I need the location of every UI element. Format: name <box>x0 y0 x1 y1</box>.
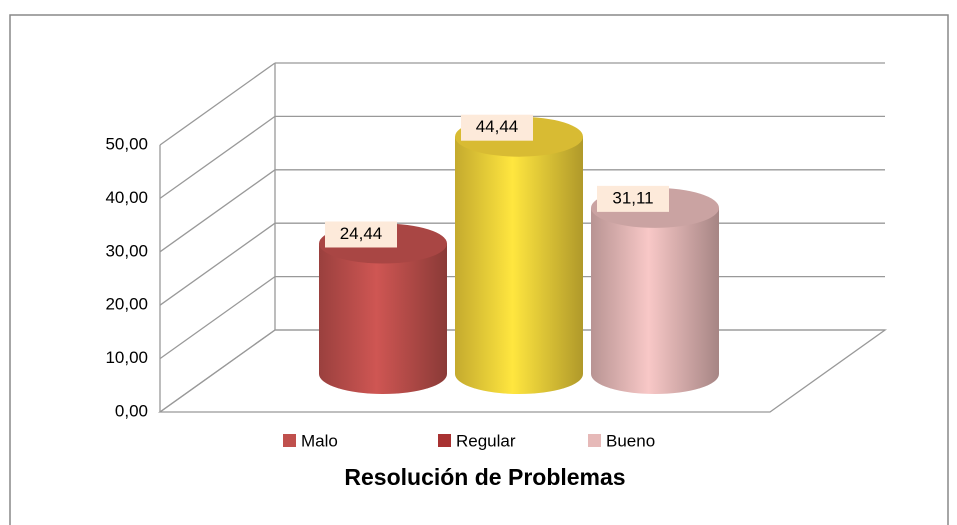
legend-label: Regular <box>456 431 516 450</box>
grid-line <box>159 169 276 253</box>
legend-label: Malo <box>301 431 338 450</box>
value-label-box <box>461 114 533 141</box>
grid-line <box>159 222 276 306</box>
value-label: 44,44 <box>476 117 519 136</box>
y-tick-label: 0,00 <box>115 401 148 420</box>
grid-line <box>159 276 276 360</box>
y-tick-label: 30,00 <box>105 241 148 260</box>
value-label: 24,44 <box>340 224 383 243</box>
chart-frame <box>9 14 949 525</box>
cylinder-body <box>319 243 447 394</box>
legend-label: Bueno <box>606 431 655 450</box>
y-tick-label: 50,00 <box>105 134 148 153</box>
cylinder <box>591 187 719 394</box>
legend-swatch <box>438 434 451 447</box>
y-tick-label: 10,00 <box>105 348 148 367</box>
cylinder <box>455 116 583 394</box>
value-label-box <box>597 185 669 212</box>
grid-line <box>159 62 276 146</box>
legend-swatch <box>588 434 601 447</box>
y-tick-label: 20,00 <box>105 295 148 314</box>
grid-line <box>159 115 276 199</box>
chart-title: Resolución de Problemas <box>344 464 625 490</box>
value-label: 31,11 <box>612 188 653 207</box>
cylinder-body <box>591 207 719 394</box>
value-label-box <box>325 221 397 248</box>
legend-swatch <box>283 434 296 447</box>
y-tick-label: 40,00 <box>105 188 148 207</box>
grid-line <box>159 329 276 413</box>
cylinder <box>319 223 447 394</box>
cylinder-body <box>455 136 583 394</box>
